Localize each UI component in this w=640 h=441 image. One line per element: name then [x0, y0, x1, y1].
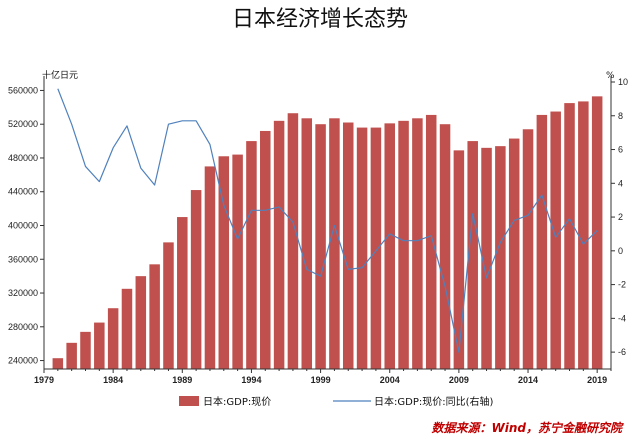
x-tick-label-2004: 2004 — [380, 375, 400, 385]
left-tick-label-360000: 360000 — [8, 254, 38, 264]
bar-2016 — [550, 111, 561, 369]
bar-1992 — [218, 156, 230, 369]
right-axis-ticks: -6 -4 -2 0 2 4 6 8 10 — [611, 77, 628, 357]
left-axis-unit: 十亿日元 — [42, 69, 78, 81]
axes — [43, 76, 612, 370]
right-tick-label--6: -6 — [618, 347, 626, 357]
x-tick-label-1994: 1994 — [241, 375, 261, 385]
bar-1980 — [52, 358, 64, 369]
bar-1984 — [107, 308, 119, 369]
right-tick-label-6: 6 — [618, 145, 623, 155]
x-axis-ticks: 1979 1984 1989 1994 1999 2004 2009 2014 2019 — [34, 369, 612, 385]
left-tick-label-400000: 400000 — [8, 221, 38, 231]
bar-1989 — [177, 217, 188, 369]
bar-1991 — [204, 166, 216, 369]
right-tick-label--2: -2 — [618, 280, 626, 290]
bar-2009 — [453, 150, 465, 369]
x-tick-label-1984: 1984 — [103, 375, 123, 385]
legend-swatch-bar — [179, 396, 199, 406]
bar-2002 — [356, 127, 368, 369]
bar-2001 — [342, 122, 354, 370]
left-tick-label-480000: 480000 — [8, 153, 38, 163]
bar-2019 — [591, 96, 603, 369]
bar-2011 — [481, 147, 492, 369]
bar-1994 — [246, 141, 257, 369]
data-source: 数据来源：Wind，苏宁金融研究院 — [432, 421, 624, 435]
bar-2000 — [329, 118, 340, 369]
bar-1983 — [94, 322, 105, 369]
gdp-bars — [52, 96, 603, 370]
bar-1990 — [190, 190, 202, 369]
legend-label-line: 日本:GDP:现价:同比(右轴) — [374, 395, 493, 408]
bar-1981 — [66, 342, 77, 369]
x-tick-label-1979: 1979 — [34, 375, 54, 385]
bar-2003 — [370, 127, 382, 369]
bar-1988 — [163, 242, 174, 369]
bar-1987 — [149, 264, 160, 369]
right-tick-label-10: 10 — [618, 77, 628, 87]
legend: 日本:GDP:现价 日本:GDP:现价:同比(右轴) — [179, 395, 493, 408]
x-tick-label-2019: 2019 — [587, 375, 607, 385]
gdp-yoy-line — [57, 88, 598, 353]
x-tick-label-2009: 2009 — [449, 375, 469, 385]
gdp-yoy-line-layer — [57, 88, 598, 353]
bar-1998 — [301, 118, 313, 369]
left-tick-label-520000: 520000 — [8, 119, 38, 129]
left-tick-label-440000: 440000 — [8, 187, 38, 197]
bar-1995 — [260, 130, 271, 369]
left-tick-label-320000: 320000 — [8, 288, 38, 298]
bar-1982 — [80, 331, 91, 369]
right-tick-label-4: 4 — [618, 178, 623, 188]
x-tick-label-1999: 1999 — [311, 375, 331, 385]
bar-1993 — [232, 154, 243, 369]
bar-2012 — [495, 146, 506, 369]
bar-2005 — [398, 120, 409, 369]
bar-2007 — [425, 114, 437, 369]
bar-1999 — [315, 124, 326, 370]
bar-2010 — [467, 141, 478, 369]
left-tick-label-280000: 280000 — [8, 322, 38, 332]
bar-2013 — [508, 138, 520, 369]
left-tick-label-560000: 560000 — [8, 85, 38, 95]
bar-2017 — [564, 103, 575, 369]
right-tick-label--4: -4 — [618, 313, 626, 323]
bar-1997 — [287, 113, 299, 369]
bar-2008 — [439, 124, 451, 370]
bar-2018 — [578, 101, 589, 369]
bar-1996 — [273, 120, 285, 369]
left-axis-ticks: 240000 280000 320000 360000 400000 440000 4800… — [8, 85, 44, 366]
right-tick-label-2: 2 — [618, 212, 623, 222]
x-tick-label-2014: 2014 — [518, 375, 538, 385]
chart-title: 日本经济增长态势 — [232, 7, 408, 32]
x-tick-label-1989: 1989 — [172, 375, 192, 385]
bar-2004 — [384, 123, 395, 369]
bar-2014 — [522, 129, 534, 369]
right-tick-label-8: 8 — [618, 111, 623, 121]
right-tick-label-0: 0 — [618, 246, 623, 256]
bar-1985 — [121, 288, 133, 369]
legend-label-bar: 日本:GDP:现价 — [203, 395, 271, 408]
left-tick-label-240000: 240000 — [8, 356, 38, 366]
bar-2006 — [412, 118, 423, 369]
bar-2015 — [536, 114, 548, 369]
bar-1986 — [135, 276, 147, 369]
